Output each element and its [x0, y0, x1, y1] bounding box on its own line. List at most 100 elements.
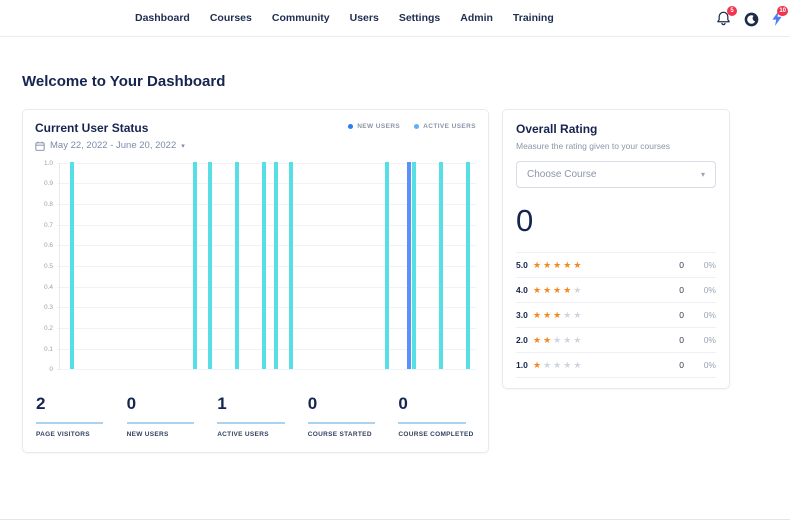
chart-bar: [412, 162, 417, 369]
user-status-chart: 1.0 0.9 0.8: [35, 159, 476, 374]
chart-bar: [261, 162, 266, 369]
chart-bar: [466, 162, 471, 369]
stars-icon: ★ ★ ★ ★ ★: [533, 309, 582, 320]
nav-item[interactable]: Training: [512, 12, 554, 24]
star-filled-icon: ★: [543, 284, 552, 295]
legend-item: ACTIVE USERS: [414, 123, 476, 130]
activity-badge: 10: [777, 5, 788, 16]
rating-score: 3.0: [516, 310, 528, 321]
notifications-button[interactable]: 5: [716, 5, 737, 28]
stat-item: 0 COURSE COMPLETED: [398, 394, 475, 438]
stat-underline: [126, 422, 194, 424]
activity-button[interactable]: 10: [771, 5, 788, 28]
chart-bar: [289, 162, 293, 369]
gridline: [57, 369, 476, 371]
stat-item: 2 PAGE VISITORS: [36, 394, 113, 438]
rating-count: 0: [679, 285, 684, 296]
y-axis-tick-label: 0: [49, 366, 53, 374]
rating-row: 1.0 ★ ★ ★ ★ ★ 0 0%: [516, 353, 716, 379]
nav-links: Dashboard Courses Community Users Settin…: [135, 12, 554, 24]
chart-legend: NEW USERS ACTIVE USERS: [348, 123, 476, 130]
rating-score: 1.0: [516, 360, 528, 371]
stat-label: COURSE STARTED: [307, 431, 372, 438]
dark-mode-toggle[interactable]: [744, 10, 759, 28]
nav-item[interactable]: Settings: [398, 12, 441, 24]
stat-label: NEW USERS: [126, 431, 169, 438]
y-axis-tick-label: 0.9: [43, 180, 53, 188]
date-range-picker[interactable]: May 22, 2022 - June 20, 2022 ▾: [35, 140, 185, 151]
stat-value: 0: [398, 394, 408, 413]
star-empty-icon: ★: [563, 309, 572, 320]
star-filled-icon: ★: [533, 284, 542, 295]
chart-bar: [406, 162, 411, 369]
y-axis-tick-label: 0.2: [43, 325, 53, 332]
stat-value: 0: [307, 394, 318, 413]
gridline: [57, 162, 476, 164]
star-filled-icon: ★: [543, 259, 552, 270]
rating-count: 0: [679, 335, 684, 346]
star-filled-icon: ★: [553, 284, 562, 295]
top-navigation: Dashboard Courses Community Users Settin…: [0, 0, 790, 37]
lightning-icon: [772, 10, 782, 26]
legend-dot-icon: [348, 124, 354, 129]
star-empty-icon: ★: [563, 334, 572, 345]
rating-percent: 0%: [703, 285, 716, 296]
legend-label: ACTIVE USERS: [423, 123, 476, 130]
nav-item[interactable]: Dashboard: [135, 12, 190, 24]
stat-item: 1 ACTIVE USERS: [217, 394, 294, 438]
star-empty-icon: ★: [563, 359, 572, 370]
nav-item[interactable]: Courses: [209, 12, 252, 24]
stat-value: 0: [126, 394, 137, 413]
card-subtitle: Measure the rating given to your courses: [516, 141, 671, 151]
stat-label: COURSE COMPLETED: [398, 431, 474, 438]
rating-count: 0: [679, 310, 684, 321]
bell-icon: [717, 11, 730, 25]
chart-bar: [207, 162, 212, 369]
nav-item[interactable]: Users: [349, 12, 379, 24]
star-filled-icon: ★: [543, 309, 552, 320]
gridline: [57, 183, 476, 185]
stat-label: PAGE VISITORS: [36, 431, 90, 438]
star-filled-icon: ★: [573, 259, 582, 270]
chart-plot-area: [59, 162, 474, 370]
rating-row: 4.0 ★ ★ ★ ★ ★ 0 0%: [516, 278, 716, 304]
y-axis-tick-label: 0.5: [43, 262, 53, 270]
nav-item[interactable]: Community: [271, 12, 330, 24]
stars-icon: ★ ★ ★ ★ ★: [533, 284, 581, 295]
star-filled-icon: ★: [563, 259, 572, 270]
rating-breakdown: 5.0 ★ ★ ★ ★ ★ 0 0% 4.0 ★ ★ ★ ★ ★ 0 0%: [516, 252, 716, 379]
y-axis-tick-label: 1.0: [43, 159, 53, 167]
stat-item: 0 COURSE STARTED: [307, 394, 385, 438]
star-empty-icon: ★: [573, 334, 582, 345]
y-axis-tick-label: 0.8: [43, 200, 53, 208]
star-empty-icon: ★: [573, 309, 582, 320]
star-filled-icon: ★: [543, 334, 552, 345]
chart-bar: [438, 162, 443, 369]
gridline: [57, 265, 476, 267]
stat-label: ACTIVE USERS: [217, 431, 269, 438]
chart-bar: [193, 162, 198, 369]
rating-row: 2.0 ★ ★ ★ ★ ★ 0 0%: [516, 328, 716, 354]
legend-label: NEW USERS: [357, 123, 401, 130]
rating-row: 3.0 ★ ★ ★ ★ ★ 0 0%: [516, 303, 716, 329]
card-title: Current User Status: [35, 121, 149, 135]
stat-underline: [36, 422, 104, 424]
star-empty-icon: ★: [543, 359, 552, 370]
card-title: Overall Rating: [516, 122, 598, 136]
nav-item[interactable]: Admin: [460, 12, 493, 24]
star-empty-icon: ★: [573, 359, 582, 370]
y-axis-tick-label: 0.3: [43, 304, 53, 312]
current-user-status-card: Current User Status NEW USERS ACTIVE USE…: [22, 109, 489, 453]
course-select[interactable]: Choose Course ▾: [516, 161, 716, 188]
star-filled-icon: ★: [533, 309, 542, 320]
stars-icon: ★ ★ ★ ★ ★: [533, 259, 582, 270]
star-filled-icon: ★: [563, 284, 572, 295]
rating-percent: 0%: [703, 310, 716, 321]
legend-dot-icon: [414, 124, 420, 129]
star-filled-icon: ★: [553, 309, 562, 320]
page-title: Welcome to Your Dashboard: [22, 73, 226, 90]
calendar-icon: [35, 141, 45, 151]
rating-count: 0: [679, 360, 684, 371]
stat-value: 2: [36, 394, 46, 413]
notifications-badge: 5: [727, 5, 737, 16]
